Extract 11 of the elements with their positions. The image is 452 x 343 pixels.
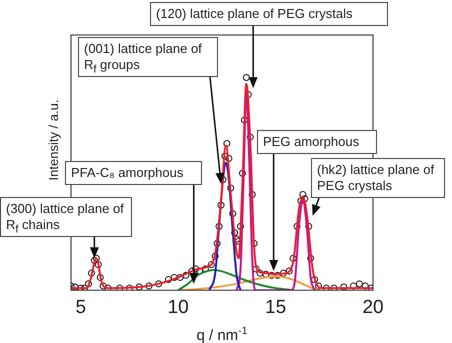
annotation: PFA-C₈ amorphous xyxy=(65,161,202,185)
annotation: (001) lattice plane of R$_{f}$ groups xyxy=(78,37,218,77)
x-tick-label: 20 xyxy=(362,296,384,318)
y-axis-title: Intensity / a.u. xyxy=(46,100,61,180)
annotation: PEG amorphous xyxy=(257,130,377,154)
x-tick-label: 10 xyxy=(168,296,189,318)
x-tick-label: 5 xyxy=(75,296,86,318)
annotation: (120) lattice plane of PEG crystals xyxy=(150,2,388,26)
annotation: (300) lattice plane of R$_{f}$ chains xyxy=(0,197,132,237)
x-tick-label: 15 xyxy=(265,296,286,318)
annotation: (hk2) lattice plane of PEG crystals xyxy=(311,158,445,198)
